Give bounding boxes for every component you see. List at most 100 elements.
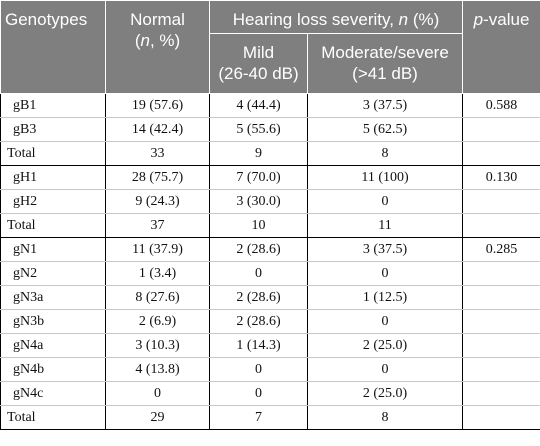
genotype-hearing-loss-table: Genotypes Normal (n, %) Hearing loss sev… xyxy=(0,0,540,430)
cell-mild: 7 (70.0) xyxy=(209,165,308,190)
cell-p-value: 0.130 xyxy=(462,165,540,190)
table-row: gB3 14 (42.4) 5 (55.6) 5 (62.5) xyxy=(0,117,540,142)
cell-normal: 29 xyxy=(105,405,210,430)
cell-moderate-severe: 8 xyxy=(306,141,464,166)
header-mild-line1: Mild xyxy=(242,43,275,62)
cell-p-value xyxy=(462,285,540,310)
header-severity-suffix: (%) xyxy=(408,10,440,29)
cell-genotype: Total xyxy=(0,141,106,166)
table-header: Genotypes Normal (n, %) Hearing loss sev… xyxy=(0,0,540,94)
cell-normal: 8 (27.6) xyxy=(105,285,210,310)
cell-normal: 1 (3.4) xyxy=(105,261,210,286)
cell-moderate-severe: 5 (62.5) xyxy=(306,117,464,142)
cell-moderate-severe: 2 (25.0) xyxy=(306,333,464,358)
cell-mild: 9 xyxy=(209,141,308,166)
cell-p-value xyxy=(462,261,540,286)
cell-p-value xyxy=(462,309,540,334)
header-normal-sub-rest: , %) xyxy=(149,31,181,50)
cell-mild: 2 (28.6) xyxy=(209,285,308,310)
cell-normal: 4 (13.8) xyxy=(105,357,210,382)
table-row: gN4a 3 (10.3) 1 (14.3) 2 (25.0) xyxy=(0,333,540,358)
table-row: gN4b 4 (13.8) 0 0 xyxy=(0,357,540,382)
cell-p-value: 0.588 xyxy=(462,93,540,118)
header-severity-prefix: Hearing loss severity, xyxy=(232,10,399,29)
table-row: gN4c 0 0 2 (25.0) xyxy=(0,381,540,406)
cell-p-value xyxy=(462,381,540,406)
header-normal-sub-n: n xyxy=(140,31,150,50)
cell-mild: 4 (44.4) xyxy=(209,93,308,118)
cell-p-value xyxy=(462,213,540,238)
cell-genotype: gN3a xyxy=(0,285,106,310)
cell-moderate-severe: 2 (25.0) xyxy=(306,381,464,406)
cell-genotype: Total xyxy=(0,213,106,238)
table-row: gN2 1 (3.4) 0 0 xyxy=(0,261,540,286)
cell-p-value xyxy=(462,333,540,358)
cell-moderate-severe: 1 (12.5) xyxy=(306,285,464,310)
cell-moderate-severe: 11 (100) xyxy=(306,165,464,190)
table-row-total: Total 33 9 8 xyxy=(0,141,540,166)
cell-moderate-severe: 8 xyxy=(306,405,464,430)
cell-p-value: 0.285 xyxy=(462,237,540,262)
cell-genotype: gN3b xyxy=(0,309,106,334)
cell-normal: 3 (10.3) xyxy=(105,333,210,358)
cell-moderate-severe: 0 xyxy=(306,357,464,382)
table-row: gH2 9 (24.3) 3 (30.0) 0 xyxy=(0,189,540,214)
header-mod-line1: Moderate/severe xyxy=(321,43,449,62)
header-moderate-severe: Moderate/severe (>41 dB) xyxy=(306,33,464,94)
cell-mild: 7 xyxy=(209,405,308,430)
cell-mild: 3 (30.0) xyxy=(209,189,308,214)
cell-genotype: gH2 xyxy=(0,189,106,214)
header-mild: Mild (26-40 dB) xyxy=(209,33,308,94)
cell-normal: 11 (37.9) xyxy=(105,237,210,262)
cell-mild: 0 xyxy=(209,357,308,382)
header-p-value: p-value xyxy=(462,0,540,94)
cell-normal: 33 xyxy=(105,141,210,166)
table-row-total: Total 29 7 8 xyxy=(0,405,540,430)
cell-genotype: gB3 xyxy=(0,117,106,142)
cell-normal: 9 (24.3) xyxy=(105,189,210,214)
cell-genotype: gN1 xyxy=(0,237,106,262)
table-row: gN3b 2 (6.9) 2 (28.6) 0 xyxy=(0,309,540,334)
table-row-total: Total 37 10 11 xyxy=(0,213,540,238)
cell-normal: 0 xyxy=(105,381,210,406)
cell-mild: 1 (14.3) xyxy=(209,333,308,358)
cell-genotype: gN4a xyxy=(0,333,106,358)
header-p-rest: -value xyxy=(483,10,530,29)
cell-genotype: gN4b xyxy=(0,357,106,382)
cell-p-value xyxy=(462,117,540,142)
cell-genotype: gB1 xyxy=(0,93,106,118)
header-normal: Normal (n, %) xyxy=(105,0,210,94)
cell-mild: 0 xyxy=(209,381,308,406)
table-row: gN3a 8 (27.6) 2 (28.6) 1 (12.5) xyxy=(0,285,540,310)
cell-p-value xyxy=(462,357,540,382)
cell-mild: 10 xyxy=(209,213,308,238)
cell-moderate-severe: 3 (37.5) xyxy=(306,237,464,262)
header-severity: Hearing loss severity, n (%) xyxy=(208,0,464,34)
cell-p-value xyxy=(462,405,540,430)
cell-normal: 14 (42.4) xyxy=(105,117,210,142)
header-mild-line2: (26-40 dB) xyxy=(218,64,299,83)
table-body: gB1 19 (57.6) 4 (44.4) 3 (37.5) 0.588 gB3 14 (… xyxy=(0,93,540,430)
header-mod-line2: (>41 dB) xyxy=(352,64,418,83)
cell-mild: 0 xyxy=(209,261,308,286)
cell-mild: 2 (28.6) xyxy=(209,237,308,262)
cell-moderate-severe: 0 xyxy=(306,309,464,334)
cell-genotype: gH1 xyxy=(0,165,106,190)
table-row: gB1 19 (57.6) 4 (44.4) 3 (37.5) 0.588 xyxy=(0,93,540,118)
table-row: gN1 11 (37.9) 2 (28.6) 3 (37.5) 0.285 xyxy=(0,237,540,262)
cell-mild: 5 (55.6) xyxy=(209,117,308,142)
header-p-letter: p xyxy=(473,10,484,29)
cell-normal: 2 (6.9) xyxy=(105,309,210,334)
cell-p-value xyxy=(462,189,540,214)
cell-genotype: gN2 xyxy=(0,261,106,286)
cell-mild: 2 (28.6) xyxy=(209,309,308,334)
cell-moderate-severe: 3 (37.5) xyxy=(306,93,464,118)
cell-genotype: Total xyxy=(0,405,106,430)
cell-moderate-severe: 0 xyxy=(306,189,464,214)
table-row: gH1 28 (75.7) 7 (70.0) 11 (100) 0.130 xyxy=(0,165,540,190)
cell-p-value xyxy=(462,141,540,166)
header-severity-n: n xyxy=(398,10,409,29)
header-normal-sub-open: ( xyxy=(134,31,141,50)
cell-normal: 19 (57.6) xyxy=(105,93,210,118)
cell-genotype: gN4c xyxy=(0,381,106,406)
